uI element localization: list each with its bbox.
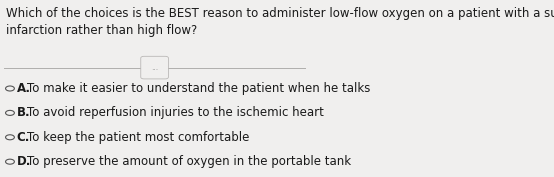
Text: C.: C.: [17, 131, 30, 144]
Text: To keep the patient most comfortable: To keep the patient most comfortable: [27, 131, 249, 144]
Text: To preserve the amount of oxygen in the portable tank: To preserve the amount of oxygen in the …: [27, 155, 351, 168]
Text: D.: D.: [17, 155, 31, 168]
Text: ...: ...: [151, 63, 158, 72]
Text: Which of the choices is the BEST reason to administer low-flow oxygen on a patie: Which of the choices is the BEST reason …: [6, 7, 554, 37]
Text: B.: B.: [17, 106, 30, 119]
Text: To make it easier to understand the patient when he talks: To make it easier to understand the pati…: [27, 82, 370, 95]
FancyBboxPatch shape: [141, 56, 168, 79]
Text: To avoid reperfusion injuries to the ischemic heart: To avoid reperfusion injuries to the isc…: [27, 106, 324, 119]
Text: A.: A.: [17, 82, 30, 95]
